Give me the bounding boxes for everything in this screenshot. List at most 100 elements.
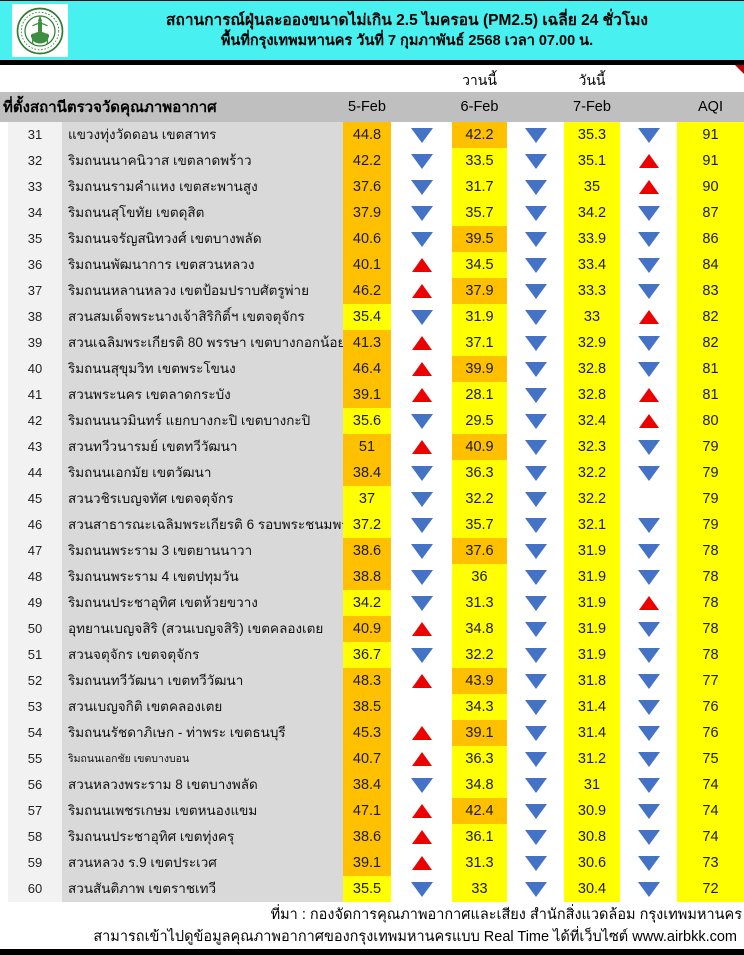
station-name: สวนจตุจักร เขตจตุจักร <box>62 642 343 668</box>
aqi-value: 78 <box>677 616 744 642</box>
trend-arrow-cell <box>620 616 677 642</box>
aqi-value: 76 <box>677 694 744 720</box>
trend-down-arrow-icon <box>524 803 547 819</box>
pm25-value-7feb: 31.9 <box>564 564 620 590</box>
trend-arrow-cell <box>507 356 564 382</box>
trend-down-arrow-icon <box>410 309 433 325</box>
pm25-value-5feb: 37.9 <box>343 200 391 226</box>
trend-down-arrow-icon <box>410 231 433 247</box>
trend-down-arrow-icon <box>524 413 547 429</box>
pm25-value-6feb: 28.1 <box>452 382 507 408</box>
trend-arrow-cell <box>391 434 452 460</box>
trend-arrow-cell <box>507 278 564 304</box>
pm25-value-5feb: 39.1 <box>343 850 391 876</box>
trend-arrow-cell <box>620 174 677 200</box>
table-row: 47 ริมถนนพระราม 3 เขตยานนาวา 38.6 37.6 3… <box>0 538 744 564</box>
pm25-value-7feb: 33.4 <box>564 252 620 278</box>
station-number: 37 <box>0 278 62 304</box>
station-number: 59 <box>0 850 62 876</box>
trend-up-arrow-icon <box>411 362 432 376</box>
pm25-value-6feb: 42.2 <box>452 122 507 148</box>
trend-down-arrow-icon <box>524 231 547 247</box>
trend-down-arrow-icon <box>524 179 547 195</box>
trend-up-arrow-icon <box>411 440 432 454</box>
trend-arrow-cell <box>620 512 677 538</box>
trend-arrow-cell <box>507 148 564 174</box>
trend-arrow-cell <box>507 746 564 772</box>
trend-down-arrow-icon <box>524 881 547 897</box>
trend-arrow-cell <box>507 382 564 408</box>
pm25-value-5feb: 47.1 <box>343 798 391 824</box>
trend-down-arrow-icon <box>524 621 547 637</box>
trend-arrow-cell <box>391 304 452 330</box>
pm25-value-5feb: 36.7 <box>343 642 391 668</box>
pm25-value-6feb: 37.6 <box>452 538 507 564</box>
trend-arrow-cell <box>507 850 564 876</box>
pm25-value-5feb: 38.8 <box>343 564 391 590</box>
trend-arrow-cell <box>391 694 452 720</box>
pm25-value-7feb: 35.3 <box>564 122 620 148</box>
station-name: ริมถนนพระราม 3 เขตยานนาวา <box>62 538 343 564</box>
pm25-value-6feb: 37.9 <box>452 278 507 304</box>
pm25-value-6feb: 31.3 <box>452 850 507 876</box>
table-row: 32 ริมถนนนาคนิวาส เขตลาดพร้าว 42.2 33.5 … <box>0 148 744 174</box>
trend-up-arrow-icon <box>411 830 432 844</box>
trend-down-arrow-icon <box>524 387 547 403</box>
trend-arrow-cell <box>620 226 677 252</box>
trend-arrow-cell <box>391 642 452 668</box>
station-name: ริมถนนเพชรเกษม เขตหนองแขม <box>62 798 343 824</box>
trend-arrow-cell <box>391 356 452 382</box>
pm25-value-5feb: 35.5 <box>343 876 391 902</box>
pm25-value-5feb: 38.5 <box>343 694 391 720</box>
table-row: 55 ริมถนนเอกชัย เขตบางบอน 40.7 36.3 31.2… <box>0 746 744 772</box>
station-number: 41 <box>0 382 62 408</box>
pm25-value-5feb: 35.6 <box>343 408 391 434</box>
table-row: 34 ริมถนนสุโขทัย เขตดุสิต 37.9 35.7 34.2… <box>0 200 744 226</box>
pm25-value-6feb: 34.8 <box>452 772 507 798</box>
trend-down-arrow-icon <box>410 647 433 663</box>
station-name: ริมถนนพระราม 4 เขตปทุมวัน <box>62 564 343 590</box>
trend-arrow-cell <box>391 252 452 278</box>
pm25-value-7feb: 32.2 <box>564 460 620 486</box>
pm25-value-6feb: 33.5 <box>452 148 507 174</box>
pm25-value-6feb: 34.3 <box>452 694 507 720</box>
trend-arrow-cell <box>507 538 564 564</box>
trend-down-arrow-icon <box>637 517 660 533</box>
trend-arrow-cell <box>620 304 677 330</box>
station-number: 45 <box>0 486 62 512</box>
trend-down-arrow-icon <box>524 699 547 715</box>
trend-arrow-cell <box>507 616 564 642</box>
pm25-value-7feb: 30.9 <box>564 798 620 824</box>
trend-arrow-cell <box>391 512 452 538</box>
pm25-value-7feb: 33 <box>564 304 620 330</box>
aqi-value: 90 <box>677 174 744 200</box>
station-number: 58 <box>0 824 62 850</box>
pm25-value-5feb: 37.2 <box>343 512 391 538</box>
station-number: 47 <box>0 538 62 564</box>
report-title-line1: สถานการณ์ฝุ่นละอองขนาดไม่เกิน 2.5 ไมครอน… <box>165 12 648 30</box>
trend-arrow-cell <box>507 668 564 694</box>
trend-down-arrow-icon <box>410 153 433 169</box>
station-name: ริมถนนประชาอุทิศ เขตทุ่งครุ <box>62 824 343 850</box>
trend-down-arrow-icon <box>524 127 547 143</box>
trend-arrow-cell <box>507 642 564 668</box>
comment-marker-icon <box>735 65 744 74</box>
station-number: 40 <box>0 356 62 382</box>
trend-arrow-cell <box>391 278 452 304</box>
trend-down-arrow-icon <box>410 881 433 897</box>
trend-down-arrow-icon <box>524 257 547 273</box>
pm25-value-7feb: 30.4 <box>564 876 620 902</box>
aqi-value: 74 <box>677 798 744 824</box>
trend-arrow-cell <box>391 538 452 564</box>
trend-arrow-cell <box>391 174 452 200</box>
table-row: 45 สวนวชิรเบญจทัศ เขตจตุจักร 37 32.2 32.… <box>0 486 744 512</box>
trend-arrow-cell <box>620 824 677 850</box>
trend-up-arrow-icon <box>411 622 432 636</box>
trend-arrow-cell <box>507 564 564 590</box>
table-row: 60 สวนสันติภาพ เขตราชเทวี 35.5 33 30.4 7… <box>0 876 744 902</box>
station-name: ริมถนนสุโขทัย เขตดุสิต <box>62 200 343 226</box>
trend-arrow-cell <box>507 304 564 330</box>
station-name: ริมถนนหลานหลวง เขตป้อมปราบศัตรูพ่าย <box>62 278 343 304</box>
station-number: 36 <box>0 252 62 278</box>
pm25-value-5feb: 40.1 <box>343 252 391 278</box>
